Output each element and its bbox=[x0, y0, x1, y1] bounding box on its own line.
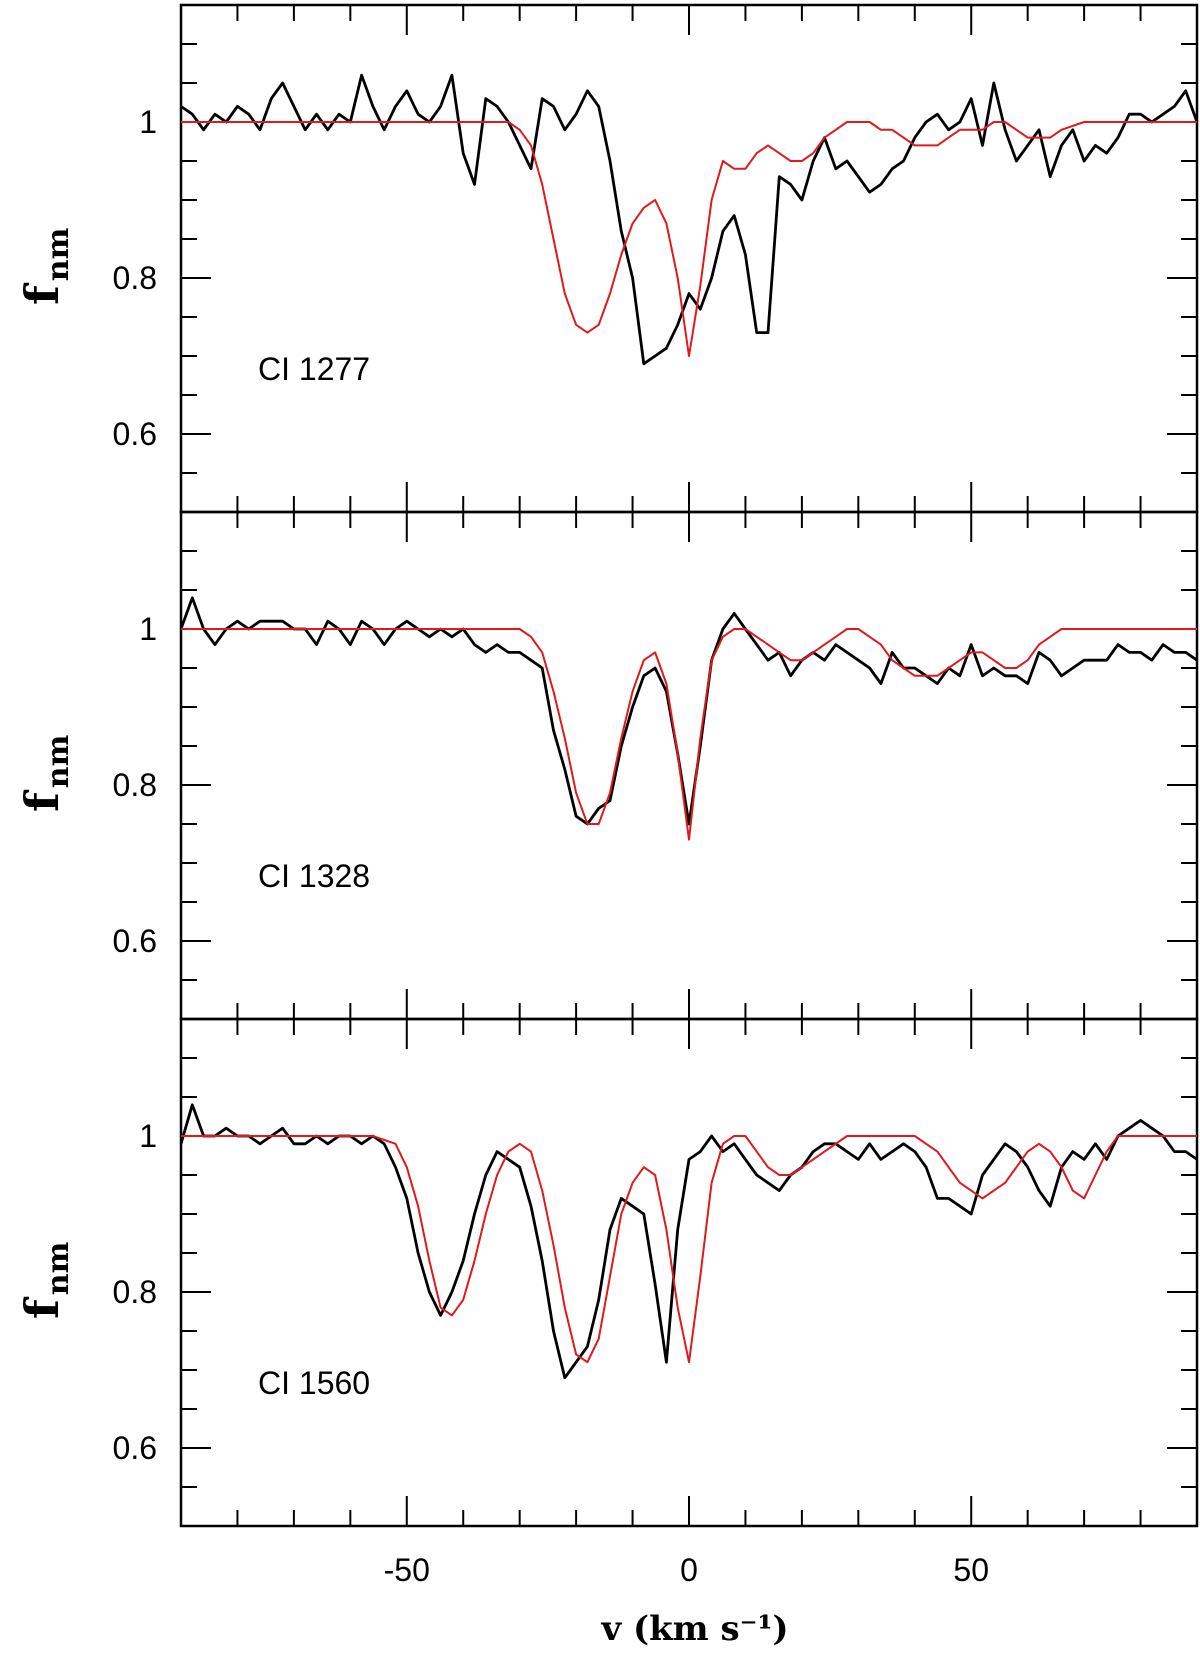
y-axis-label-sub: nm bbox=[41, 1241, 76, 1295]
y-axis-label-sub: nm bbox=[41, 734, 76, 788]
panel-1: 1 0.8 0.6 fnm CI 1277 bbox=[15, 3, 1199, 514]
y-axis-label: fnm bbox=[15, 1241, 76, 1319]
model-fit-line bbox=[181, 1135, 1197, 1364]
observed-spectrum-line bbox=[179, 1103, 1198, 1380]
y-tick-label: 0.8 bbox=[113, 1274, 157, 1310]
panel-frame bbox=[179, 510, 1199, 1021]
y-axis-label-main: f bbox=[15, 789, 69, 812]
y-tick-label: 0.6 bbox=[113, 1430, 157, 1466]
observed-spectrum-line bbox=[179, 596, 1198, 826]
model-fit-line bbox=[181, 628, 1197, 841]
panel-frame bbox=[179, 3, 1199, 514]
y-axis-label-main: f bbox=[15, 282, 69, 305]
y-tick-label: 0.6 bbox=[113, 923, 157, 959]
y-tick-label: 0.8 bbox=[113, 767, 157, 803]
y-tick-label: 0.8 bbox=[113, 260, 157, 296]
panel-3: 1 0.8 0.6 fnm CI 1560 -50 0 50 bbox=[15, 1017, 1199, 1588]
y-tick-label: 1 bbox=[139, 611, 157, 647]
x-tick-label: -50 bbox=[384, 1552, 430, 1588]
y-axis-label-main: f bbox=[15, 1296, 69, 1319]
observed-spectrum-line bbox=[180, 73, 1199, 366]
y-tick-label: 1 bbox=[139, 1118, 157, 1154]
x-tick-label: 0 bbox=[680, 1552, 698, 1588]
x-axis-label: v (km s⁻¹) bbox=[600, 1609, 788, 1649]
y-tick-label: 1 bbox=[139, 104, 157, 140]
panel-annotation: CI 1277 bbox=[258, 351, 370, 387]
y-axis-label-sub: nm bbox=[41, 227, 76, 281]
panel-annotation: CI 1328 bbox=[258, 858, 370, 894]
panel-2: 1 0.8 0.6 fnm CI 1328 bbox=[15, 510, 1199, 1021]
x-tick-label: 50 bbox=[953, 1552, 989, 1588]
y-axis-label: fnm bbox=[15, 734, 76, 812]
panel-frame bbox=[179, 1017, 1199, 1528]
model-fit-line bbox=[181, 121, 1197, 357]
y-axis-label: fnm bbox=[15, 227, 76, 305]
panel-annotation: CI 1560 bbox=[258, 1365, 370, 1401]
y-tick-label: 0.6 bbox=[113, 416, 157, 452]
